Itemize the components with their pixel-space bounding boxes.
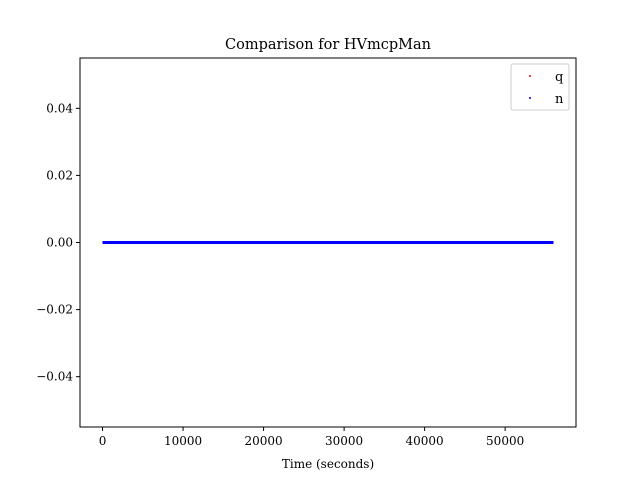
x-tick-label: 10000	[164, 434, 202, 448]
legend-marker-q	[529, 75, 531, 77]
legend-marker-n	[529, 97, 531, 99]
x-tick-label: 50000	[486, 434, 524, 448]
x-tick-label: 30000	[325, 434, 363, 448]
legend-label-n: n	[555, 92, 564, 107]
y-tick-label: 0.00	[46, 236, 73, 250]
y-axis: 0.04 0.02 0.00 −0.02 −0.04	[36, 101, 80, 384]
legend-box	[510, 63, 570, 111]
x-tick-label: 20000	[244, 434, 282, 448]
x-tick-label: 40000	[406, 434, 444, 448]
legend: q n	[510, 63, 570, 111]
x-axis: 0 10000 20000 30000 40000 50000	[99, 427, 524, 448]
x-axis-title: Time (seconds)	[282, 457, 374, 471]
chart-title: Comparison for HVmcpMan	[225, 37, 431, 53]
y-tick-label: 0.04	[46, 101, 73, 115]
legend-label-q: q	[555, 70, 563, 85]
y-tick-label: −0.04	[36, 370, 73, 384]
y-tick-label: −0.02	[36, 303, 73, 317]
y-tick-label: 0.02	[46, 168, 73, 182]
x-tick-label: 0	[99, 434, 107, 448]
